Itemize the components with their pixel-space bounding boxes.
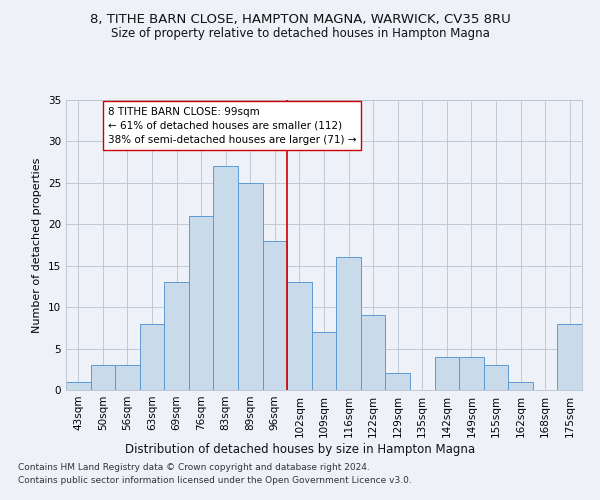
Bar xyxy=(484,365,508,390)
Bar xyxy=(140,324,164,390)
Bar xyxy=(557,324,582,390)
Bar xyxy=(336,258,361,390)
Text: Distribution of detached houses by size in Hampton Magna: Distribution of detached houses by size … xyxy=(125,442,475,456)
Bar xyxy=(115,365,140,390)
Bar xyxy=(459,357,484,390)
Bar xyxy=(508,382,533,390)
Text: Contains public sector information licensed under the Open Government Licence v3: Contains public sector information licen… xyxy=(18,476,412,485)
Bar xyxy=(66,382,91,390)
Bar xyxy=(214,166,238,390)
Bar xyxy=(91,365,115,390)
Y-axis label: Number of detached properties: Number of detached properties xyxy=(32,158,43,332)
Bar xyxy=(312,332,336,390)
Bar xyxy=(164,282,189,390)
Bar xyxy=(287,282,312,390)
Bar xyxy=(263,241,287,390)
Bar xyxy=(385,374,410,390)
Bar xyxy=(189,216,214,390)
Text: Contains HM Land Registry data © Crown copyright and database right 2024.: Contains HM Land Registry data © Crown c… xyxy=(18,464,370,472)
Bar xyxy=(361,316,385,390)
Text: 8, TITHE BARN CLOSE, HAMPTON MAGNA, WARWICK, CV35 8RU: 8, TITHE BARN CLOSE, HAMPTON MAGNA, WARW… xyxy=(89,12,511,26)
Text: 8 TITHE BARN CLOSE: 99sqm
← 61% of detached houses are smaller (112)
38% of semi: 8 TITHE BARN CLOSE: 99sqm ← 61% of detac… xyxy=(108,106,356,144)
Bar xyxy=(434,357,459,390)
Text: Size of property relative to detached houses in Hampton Magna: Size of property relative to detached ho… xyxy=(110,28,490,40)
Bar xyxy=(238,183,263,390)
